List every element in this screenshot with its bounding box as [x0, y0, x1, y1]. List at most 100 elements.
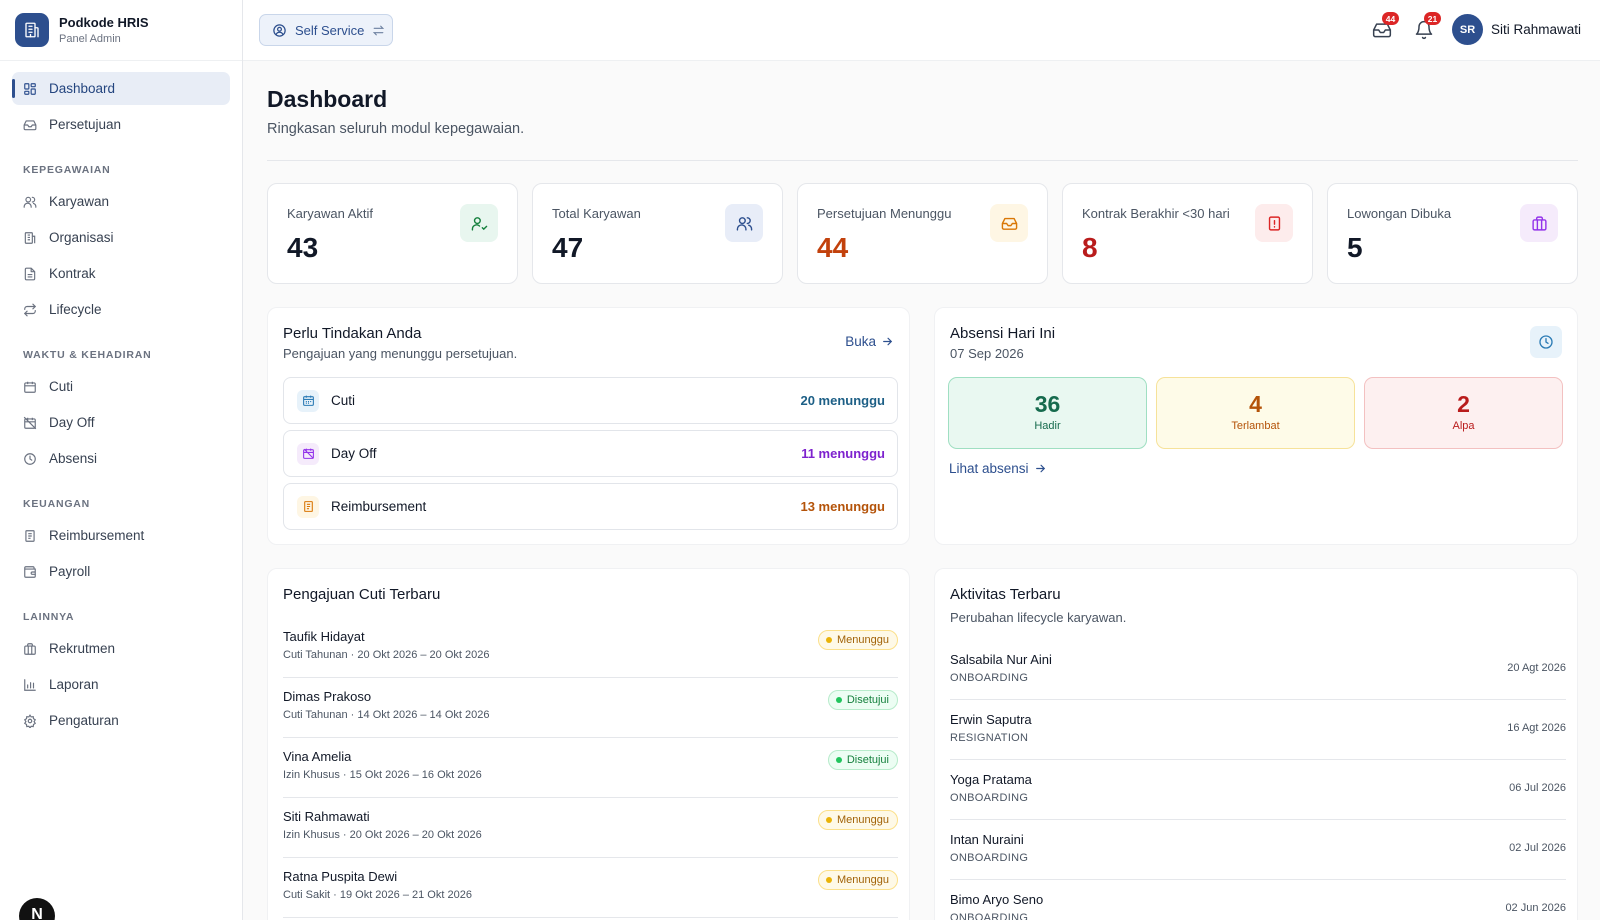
attendance-value: 4 [1249, 391, 1262, 417]
sidebar-item-absensi[interactable]: Absensi [12, 442, 230, 475]
leave-employee-name: Taufik Hidayat [283, 629, 365, 644]
grid-icon [23, 82, 37, 96]
stat-value: 44 [817, 232, 849, 263]
status-dot [826, 637, 832, 643]
sidebar-item-karyawan[interactable]: Karyawan [12, 185, 230, 218]
status-badge: Disetujui [827, 750, 898, 770]
leave-employee-name: Vina Amelia [283, 749, 352, 764]
wallet-icon [23, 565, 37, 579]
bar-chart-icon [23, 678, 37, 692]
sidebar-item-persetujuan[interactable]: Persetujuan [12, 108, 230, 141]
sidebar-item-pengaturan[interactable]: Pengaturan [12, 704, 230, 737]
attendance-hadir[interactable]: 36 Hadir [948, 377, 1147, 449]
activity-date: 16 Agt 2026 [1507, 722, 1566, 734]
user-check-icon [460, 204, 498, 242]
sidebar-item-dashboard[interactable]: Dashboard [12, 72, 230, 105]
status-badge: Menunggu [818, 630, 898, 650]
leave-row[interactable]: Siti Rahmawati Izin Khusus · 20 Okt 2026… [283, 798, 898, 858]
status-badge: Menunggu [818, 810, 898, 830]
stat-card-lowongan-dibuka[interactable]: Lowongan Dibuka 5 [1327, 183, 1578, 284]
file-alert-icon [1255, 204, 1293, 242]
attendance-value: 36 [1034, 391, 1061, 417]
brand-subtitle: Panel Admin [59, 33, 121, 45]
sidebar-item-rekrutmen[interactable]: Rekrutmen [12, 632, 230, 665]
leave-row[interactable]: Vina Amelia Izin Khusus · 15 Okt 2026 – … [283, 738, 898, 798]
avatar[interactable]: SR [1452, 14, 1483, 45]
activity-row[interactable]: Salsabila Nur Aini ONBOARDING 20 Agt 202… [950, 640, 1566, 700]
activity-row[interactable]: Erwin Saputra RESIGNATION 16 Agt 2026 [950, 700, 1566, 760]
user-name[interactable]: Siti Rahmawati [1491, 22, 1582, 37]
leave-row[interactable]: Dimas Prakoso Cuti Tahunan · 14 Okt 2026… [283, 678, 898, 738]
pending-count: 13 menunggu [800, 499, 885, 514]
activity-employee-name: Intan Nuraini [950, 832, 1024, 847]
attendance-terlambat[interactable]: 4 Terlambat [1156, 377, 1355, 449]
page-subtitle: Ringkasan seluruh modul kepegawaian. [267, 121, 525, 137]
sidebar-item-cuti[interactable]: Cuti [12, 370, 230, 403]
card-title: Pengajuan Cuti Terbaru [283, 586, 441, 603]
section-lainnya: LAINNYA [23, 611, 75, 623]
sidebar: Podkode HRIS Panel Admin Dashboard Perse… [0, 0, 243, 920]
pending-row-day-off[interactable]: Day Off 11 menunggu [283, 430, 898, 477]
sidebar-item-label: Pengaturan [49, 713, 119, 728]
leave-row[interactable]: Taufik Hidayat Cuti Tahunan · 20 Okt 202… [283, 618, 898, 678]
users-icon [23, 195, 37, 209]
activity-type: ONBOARDING [950, 852, 1029, 864]
status-badge: Menunggu [818, 870, 898, 890]
bell-icon [1414, 20, 1434, 40]
sidebar-item-reimbursement[interactable]: Reimbursement [12, 519, 230, 552]
pending-row-reimbursement[interactable]: Reimbursement 13 menunggu [283, 483, 898, 530]
activity-row[interactable]: Yoga Pratama ONBOARDING 06 Jul 2026 [950, 760, 1566, 820]
sidebar-nav: Dashboard Persetujuan KEPEGAWAIAN Karyaw… [0, 61, 242, 737]
self-service-toggle[interactable]: Self Service [259, 14, 393, 46]
floating-n-button[interactable]: N [19, 898, 55, 920]
pending-label: Day Off [331, 446, 377, 461]
leave-row[interactable]: Ratna Puspita Dewi Cuti Sakit · 19 Okt 2… [283, 858, 898, 918]
stat-label: Karyawan Aktif [287, 206, 373, 221]
notifications-button[interactable]: 21 [1414, 12, 1441, 40]
activity-employee-name: Bimo Aryo Seno [950, 892, 1044, 907]
stat-card-karyawan-aktif[interactable]: Karyawan Aktif 43 [267, 183, 518, 284]
attendance-alpa[interactable]: 2 Alpa [1364, 377, 1563, 449]
divider [267, 160, 1578, 161]
briefcase-icon [1520, 204, 1558, 242]
sidebar-item-lifecycle[interactable]: Lifecycle [12, 293, 230, 326]
activity-row[interactable]: Bimo Aryo Seno ONBOARDING 02 Jun 2026 [950, 880, 1566, 920]
arrow-right-icon [1029, 462, 1047, 475]
stat-card-total-karyawan[interactable]: Total Karyawan 47 [532, 183, 783, 284]
receipt-icon [297, 495, 319, 518]
status-text: Disetujui [846, 754, 889, 766]
users-icon [725, 204, 763, 242]
calendar-off-icon [297, 442, 319, 465]
status-dot [826, 877, 832, 883]
section-keuangan: KEUANGAN [23, 498, 91, 510]
view-attendance-link[interactable]: Lihat absensi [949, 461, 1047, 476]
sidebar-item-label: Laporan [49, 677, 99, 692]
open-approvals-link[interactable]: Buka [845, 334, 894, 349]
self-service-label: Self Service [295, 22, 365, 38]
activity-row[interactable]: Intan Nuraini ONBOARDING 02 Jul 2026 [950, 820, 1566, 880]
stat-card-kontrak-berakhir[interactable]: Kontrak Berakhir <30 hari 8 [1062, 183, 1313, 284]
leave-requests-card: Pengajuan Cuti Terbaru Taufik Hidayat Cu… [267, 568, 910, 920]
activity-type: ONBOARDING [950, 792, 1029, 804]
clock-icon [23, 452, 37, 466]
leave-detail: Izin Khusus · 15 Okt 2026 – 16 Okt 2026 [283, 769, 482, 781]
brand[interactable]: Podkode HRIS Panel Admin [0, 0, 242, 61]
status-text: Menunggu [837, 634, 889, 646]
sidebar-item-laporan[interactable]: Laporan [12, 668, 230, 701]
inbox-button[interactable]: 44 [1372, 12, 1399, 40]
receipt-icon [23, 529, 37, 543]
pending-row-cuti[interactable]: Cuti 20 menunggu [283, 377, 898, 424]
status-dot [826, 817, 832, 823]
sidebar-item-payroll[interactable]: Payroll [12, 555, 230, 588]
file-icon [23, 267, 37, 281]
sidebar-item-kontrak[interactable]: Kontrak [12, 257, 230, 290]
sidebar-item-day-off[interactable]: Day Off [12, 406, 230, 439]
section-waktu-kehadiran: WAKTU & KEHADIRAN [23, 349, 152, 361]
attendance-label: Terlambat [1231, 420, 1280, 432]
gear-icon [23, 713, 37, 728]
sidebar-item-label: Persetujuan [49, 117, 122, 132]
sidebar-item-label: Payroll [49, 564, 91, 579]
sidebar-item-organisasi[interactable]: Organisasi [12, 221, 230, 254]
status-text: Disetujui [846, 694, 889, 706]
stat-card-persetujuan-menunggu[interactable]: Persetujuan Menunggu 44 [797, 183, 1048, 284]
